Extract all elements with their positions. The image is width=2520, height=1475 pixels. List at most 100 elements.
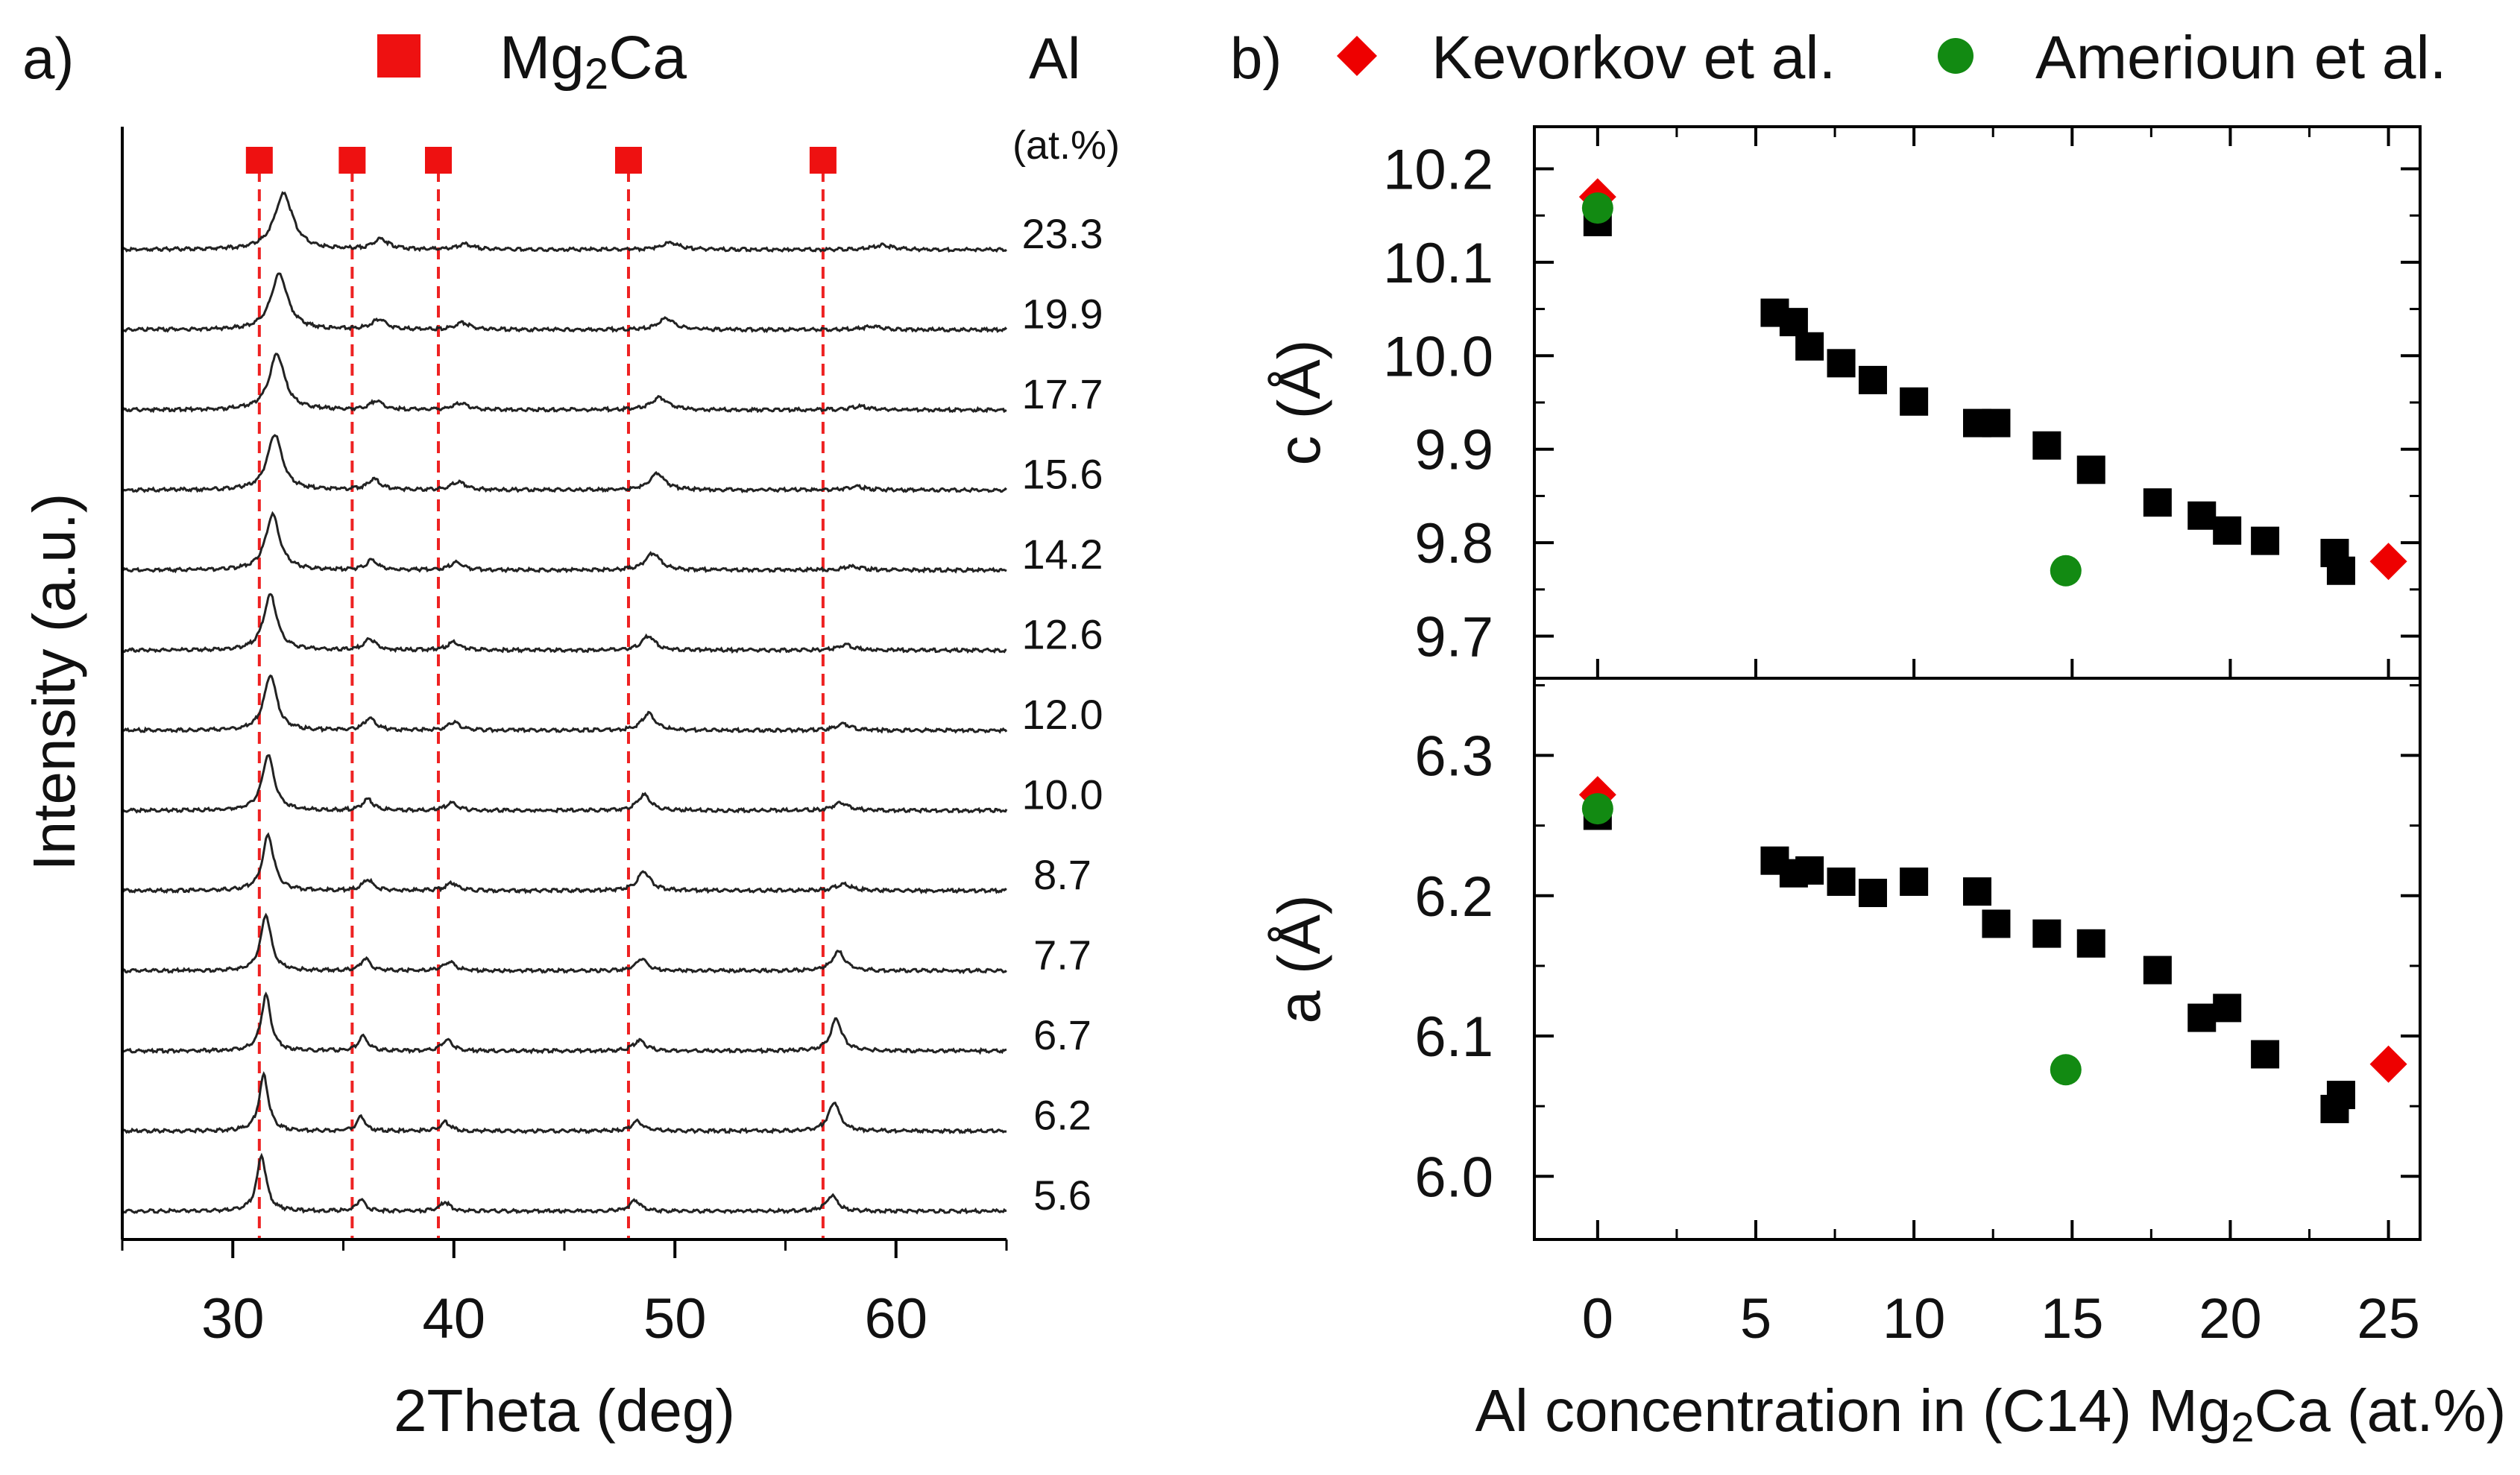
this-work-point xyxy=(2251,1040,2280,1069)
this-work-point xyxy=(1795,856,1824,885)
panel-a-xrd-patterns: a) Mg2Ca Al (at.%) 23.3 19.9 17.7 15.6 14.2 1… xyxy=(21,24,1120,1444)
panel-a-label: a) xyxy=(22,25,74,91)
al-concentration-labels: 23.3 19.9 17.7 15.6 14.2 12.6 12.0 10.0 8.7 7.7 6.… xyxy=(1022,210,1103,1219)
amerioun-legend-marker xyxy=(1938,38,1974,74)
this-work-point xyxy=(2326,556,2355,585)
amerioun-point xyxy=(1581,192,1613,224)
al-concentration-label: 10.0 xyxy=(1022,771,1103,818)
al-concentration-label: 15.6 xyxy=(1022,451,1103,498)
mg2ca-reference-marker xyxy=(245,147,273,174)
al-column-header: Al xyxy=(1029,25,1080,91)
xrd-trace xyxy=(122,674,1008,734)
this-work-point xyxy=(2187,501,2217,530)
xrd-trace xyxy=(121,353,1007,414)
this-work-point xyxy=(2251,526,2280,555)
al-concentration-label: 12.0 xyxy=(1022,691,1103,738)
kevorkov-point xyxy=(2369,543,2407,581)
mg2ca-legend-marker xyxy=(377,34,420,78)
al-concentration-label: 23.3 xyxy=(1022,210,1103,257)
xrd-trace xyxy=(122,991,1007,1055)
kevorkov-point xyxy=(2369,1045,2407,1083)
this-work-point xyxy=(2326,1081,2355,1110)
al-concentration-label: 12.6 xyxy=(1022,611,1103,658)
c-subplot-y-tick-label: 10.2 xyxy=(1383,138,1493,201)
kevorkov-legend-label: Kevorkov et al. xyxy=(1431,24,1836,92)
xrd-trace xyxy=(122,434,1007,493)
this-work-point xyxy=(1982,408,2011,438)
a-subplot-y-ticks: 6.0 6.1 6.2 6.3 xyxy=(1414,683,2420,1209)
panel-a-x-tick-label: 60 xyxy=(864,1287,927,1351)
panel-a-x-tick-label: 40 xyxy=(422,1287,485,1351)
c-subplot-y-tick-label: 10.0 xyxy=(1383,325,1493,388)
a-subplot-y-tick-label: 6.2 xyxy=(1414,865,1493,929)
panel-a-legend: Mg2Ca xyxy=(377,24,687,98)
panel-a-x-tick-label: 50 xyxy=(643,1287,707,1351)
amerioun-point xyxy=(2050,555,2082,587)
amerioun-point xyxy=(1581,793,1613,825)
this-work-point xyxy=(1827,867,1856,896)
panel-b-x-axis-title: Al concentration in (C14) Mg2Ca (at.%) xyxy=(1475,1377,2507,1450)
panel-b-x-ticks: 0 5 10 15 20 25 xyxy=(1582,127,2420,1351)
kevorkov-legend-marker xyxy=(1337,36,1377,76)
al-concentration-label: 19.9 xyxy=(1022,291,1103,338)
this-work-point xyxy=(2213,516,2242,545)
panel-b-lattice-parameters: b) Kevorkov et al. Amerioun et al. 9.7 9.… xyxy=(1230,24,2506,1450)
this-work-point xyxy=(2213,994,2242,1023)
mg2ca-reference-marker xyxy=(338,147,366,174)
panel-b-legend: Kevorkov et al. Amerioun et al. xyxy=(1337,24,2447,92)
c-subplot-y-tick-label: 10.1 xyxy=(1383,232,1493,295)
this-work-point xyxy=(1900,387,1929,416)
this-work-point xyxy=(1795,332,1824,361)
this-work-point xyxy=(1858,879,1887,908)
panel-a-y-axis-title: Intensity (a.u.) xyxy=(21,493,87,871)
a-subplot-y-tick-label: 6.0 xyxy=(1414,1146,1493,1209)
panel-b-x-tick-label: 15 xyxy=(2041,1287,2104,1351)
al-concentration-label: 14.2 xyxy=(1022,531,1103,578)
this-work-point xyxy=(1827,349,1856,378)
amerioun-legend-label: Amerioun et al. xyxy=(2035,24,2447,92)
panel-b-x-tick-label: 5 xyxy=(1740,1287,1771,1351)
this-work-point xyxy=(1963,877,1991,906)
xrd-trace xyxy=(121,1071,1007,1134)
this-work-point xyxy=(1982,909,2011,938)
a-subplot-frame xyxy=(1533,677,2422,1241)
mg2ca-reference-lines xyxy=(257,170,825,1239)
al-concentration-label: 17.7 xyxy=(1022,370,1103,417)
a-subplot-y-tick-label: 6.1 xyxy=(1414,1005,1493,1069)
panel-b-x-tick-label: 20 xyxy=(2199,1287,2262,1351)
xrd-trace xyxy=(122,832,1007,894)
this-work-point xyxy=(2143,956,2172,985)
al-concentration-label: 6.2 xyxy=(1033,1092,1092,1139)
this-work-point xyxy=(1900,867,1929,896)
xrd-trace xyxy=(122,191,1007,253)
xrd-trace xyxy=(121,593,1007,654)
c-subplot-y-tick-label: 9.7 xyxy=(1414,606,1493,669)
panel-b-label: b) xyxy=(1230,25,1282,91)
this-work-point xyxy=(2032,431,2061,460)
al-concentration-label: 6.7 xyxy=(1033,1011,1092,1058)
this-work-point xyxy=(1779,308,1808,337)
amerioun-point xyxy=(2050,1054,2082,1086)
this-work-point xyxy=(2032,919,2061,948)
mg2ca-reference-marker xyxy=(424,147,452,174)
c-subplot-y-axis-title: c (Å) xyxy=(1266,340,1332,466)
al-concentration-label: 5.6 xyxy=(1033,1172,1092,1219)
this-work-point xyxy=(2076,455,2105,484)
c-subplot-y-ticks: 9.7 9.8 9.9 10.0 10.1 10.2 xyxy=(1383,138,2420,669)
this-work-point xyxy=(2143,488,2172,517)
xrd-trace xyxy=(121,272,1008,334)
xrd-traces xyxy=(121,191,1008,1215)
c-subplot-y-tick-label: 9.9 xyxy=(1414,419,1493,482)
panel-b-x-tick-label: 0 xyxy=(1582,1287,1613,1351)
panel-b-x-tick-label: 25 xyxy=(2357,1287,2420,1351)
xrd-trace xyxy=(122,912,1007,975)
panel-a-x-ticks: 30 40 50 60 xyxy=(121,1239,1008,1351)
xrd-trace xyxy=(122,754,1008,815)
panel-a-x-tick-label: 30 xyxy=(201,1287,265,1351)
this-work-point xyxy=(2187,1003,2217,1032)
al-concentration-label: 8.7 xyxy=(1033,851,1092,898)
c-subplot-points xyxy=(1578,178,2407,587)
c-subplot-frame xyxy=(1533,125,2422,680)
this-work-point xyxy=(2076,929,2105,958)
